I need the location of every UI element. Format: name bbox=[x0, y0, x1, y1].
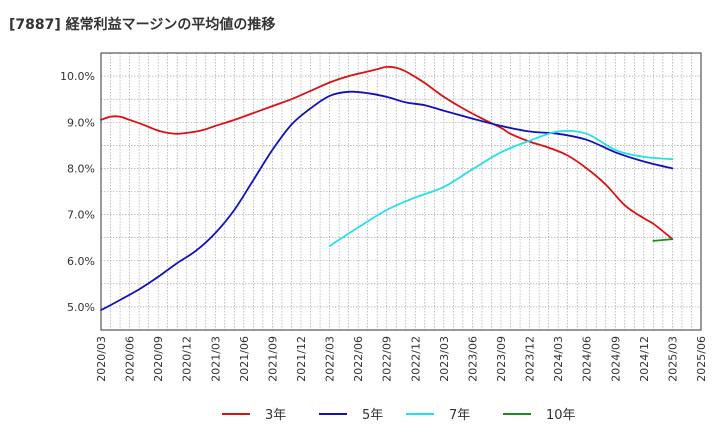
x-tick-label: 2024/12 bbox=[638, 336, 651, 382]
legend-label: 10年 bbox=[546, 408, 576, 423]
x-tick-label: 2023/12 bbox=[524, 336, 537, 382]
legend-label: 3年 bbox=[265, 408, 286, 423]
x-tick-label: 2020/09 bbox=[152, 336, 165, 382]
x-tick-label: 2025/03 bbox=[666, 336, 679, 382]
x-tick-label: 2020/03 bbox=[95, 336, 108, 382]
y-axis-ticks: 5.0% 6.0% 7.0% 8.0% 9.0% 10.0% bbox=[60, 70, 95, 314]
x-tick-label: 2022/09 bbox=[381, 336, 394, 382]
y-tick-label: 7.0% bbox=[67, 209, 95, 222]
grid bbox=[100, 52, 702, 331]
x-tick-label: 2022/12 bbox=[409, 336, 422, 382]
series-lines bbox=[100, 65, 674, 311]
x-tick-label: 2024/06 bbox=[581, 336, 594, 382]
x-tick-label: 2022/03 bbox=[324, 336, 337, 382]
x-tick-label: 2023/03 bbox=[438, 336, 451, 382]
x-tick-label: 2025/06 bbox=[695, 336, 708, 382]
y-tick-label: 5.0% bbox=[67, 301, 95, 314]
y-tick-label: 9.0% bbox=[67, 116, 95, 129]
x-tick-label: 2021/03 bbox=[209, 336, 222, 382]
chart-title: [7887] 経常利益マージンの平均値の推移 bbox=[9, 16, 275, 33]
series-line bbox=[328, 129, 674, 247]
series-line bbox=[652, 238, 674, 242]
x-tick-label: 2021/12 bbox=[295, 336, 308, 382]
series-line bbox=[100, 65, 674, 240]
x-tick-label: 2021/06 bbox=[238, 336, 251, 382]
y-tick-label: 6.0% bbox=[67, 255, 95, 268]
x-tick-label: 2023/09 bbox=[495, 336, 508, 382]
x-tick-label: 2020/12 bbox=[181, 336, 194, 382]
legend-label: 5年 bbox=[362, 408, 383, 423]
x-tick-label: 2022/06 bbox=[352, 336, 365, 382]
legend: 3年 5年 7年 10年 bbox=[222, 408, 576, 423]
x-tick-label: 2020/06 bbox=[124, 336, 137, 382]
x-axis-ticks: 2020/03 2020/06 2020/09 2020/12 2021/03 2021/… bbox=[95, 336, 708, 382]
y-tick-label: 10.0% bbox=[60, 70, 95, 83]
legend-label: 7年 bbox=[449, 408, 470, 423]
x-tick-label: 2021/09 bbox=[266, 336, 279, 382]
plot-frame bbox=[100, 52, 702, 331]
x-tick-label: 2024/03 bbox=[552, 336, 565, 382]
x-tick-label: 2024/09 bbox=[609, 336, 622, 382]
y-tick-label: 8.0% bbox=[67, 162, 95, 175]
x-tick-label: 2023/06 bbox=[466, 336, 479, 382]
